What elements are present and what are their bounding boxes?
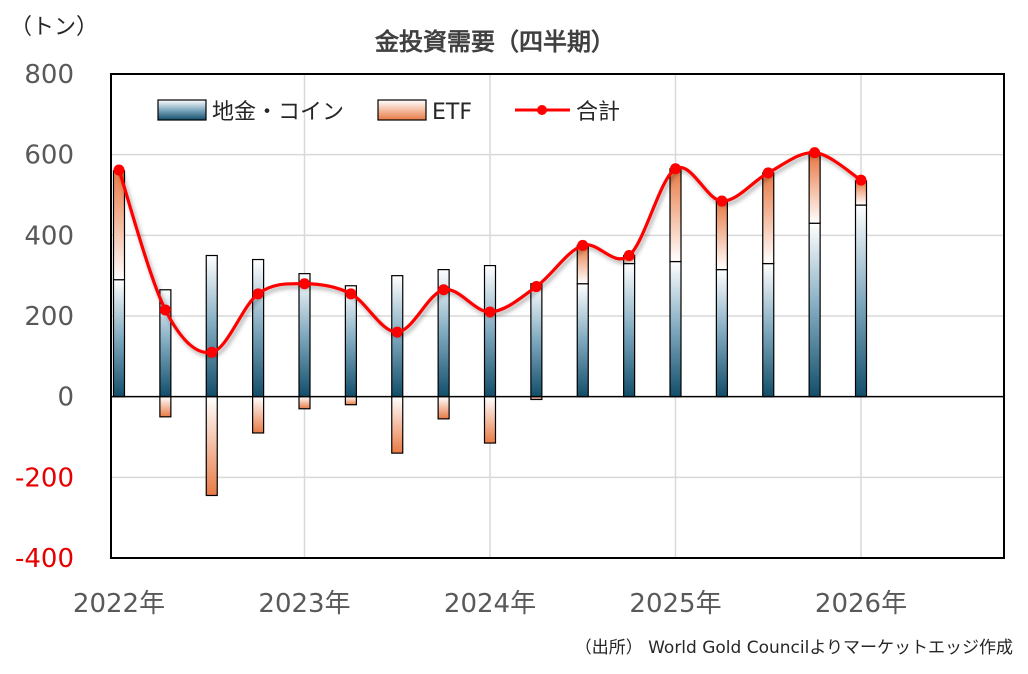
total-point-2025Q4 <box>809 147 821 159</box>
bar-etf-2025Q2 <box>715 200 728 271</box>
y-tick-label: 400 <box>24 221 74 251</box>
bar-stock-2023Q1 <box>298 273 311 398</box>
bar-stock-2026Q1 <box>854 204 868 398</box>
bar-stock-2025Q1 <box>669 260 682 398</box>
legend-label-etf: ETF <box>432 100 472 125</box>
bar-stock-2025Q4 <box>808 222 821 398</box>
legend-label-stock: 地金・コイン <box>212 100 344 125</box>
x-tick-label: 2024年 <box>444 589 536 619</box>
legend: 地金・コイン ETF 合計 <box>157 99 620 125</box>
y-tick-label: -200 <box>15 463 74 493</box>
y-tick-label: 200 <box>24 302 74 332</box>
bar-etf-2023Q2 <box>344 396 357 406</box>
y-tick-label: 800 <box>24 60 74 90</box>
total-point-2026Q1 <box>855 174 867 186</box>
x-axis-ticks: 2022年 2023年 2024年 2025年 2026年 <box>73 589 907 619</box>
x-tick-label: 2026年 <box>815 589 907 619</box>
total-point-2025Q2 <box>716 195 728 207</box>
total-point-2023Q4 <box>438 284 450 296</box>
bar-stock-2023Q2 <box>344 285 357 398</box>
bar-etf-2023Q4 <box>437 396 450 420</box>
total-point-2025Q1 <box>670 163 681 175</box>
bar-etf-2022Q3 <box>205 396 218 497</box>
total-point-2023Q2 <box>345 288 357 300</box>
bar-etf-2023Q3 <box>391 396 404 454</box>
bar-stock-2024Q2 <box>530 283 543 398</box>
total-line <box>113 147 867 358</box>
bar-etf-2024Q3 <box>576 244 589 285</box>
bar-stock-2024Q3 <box>576 283 589 398</box>
total-point-2023Q3 <box>391 326 403 338</box>
y-axis-ticks: 800 600 400 200 0 -200 -400 <box>15 60 74 574</box>
y-tick-label: 0 <box>57 383 74 413</box>
total-point-2023Q1 <box>299 278 310 290</box>
bar-stock-2025Q3 <box>762 262 775 398</box>
legend-marker-total <box>537 105 547 115</box>
y-tick-label: 600 <box>24 141 74 171</box>
chart-title: 金投資需要（四半期） <box>374 28 615 56</box>
bar-etf-2025Q3 <box>762 172 775 265</box>
y-tick-label: -400 <box>15 544 74 574</box>
bar-stock-2022Q3 <box>205 254 218 398</box>
x-tick-label: 2023年 <box>258 589 350 619</box>
unit-label: （トン） <box>10 15 98 40</box>
bar-stock-2022Q4 <box>252 258 265 398</box>
total-point-2025Q3 <box>762 167 774 179</box>
plot-border <box>110 73 1005 559</box>
total-point-2022Q2 <box>159 304 171 316</box>
total-point-2024Q3 <box>577 239 589 251</box>
bar-stock-2025Q2 <box>715 269 728 398</box>
total-point-2024Q4 <box>623 250 635 261</box>
total-point-2022Q1 <box>113 164 125 176</box>
x-tick-label: 2025年 <box>629 589 721 619</box>
source-note: （出所） World Gold Councilよりマーケットエッジ作成 <box>575 638 1013 658</box>
x-tick-label: 2022年 <box>73 589 165 619</box>
total-point-2024Q1 <box>484 306 496 318</box>
total-point-2022Q3 <box>206 346 218 358</box>
bar-stock-2022Q1 <box>112 279 126 398</box>
bar-stock-2024Q1 <box>483 264 497 398</box>
legend-swatch-etf <box>377 99 427 121</box>
total-point-2022Q4 <box>252 288 264 300</box>
bar-etf-2022Q2 <box>159 396 172 418</box>
bar-etf-2024Q1 <box>483 396 497 444</box>
gridlines <box>111 73 1004 559</box>
total-point-2024Q2 <box>530 281 542 293</box>
bar-etf-2023Q1 <box>298 396 311 410</box>
legend-label-total: 合計 <box>576 100 620 125</box>
bar-stock-2024Q4 <box>623 262 636 398</box>
bar-etf-2025Q1 <box>669 168 682 263</box>
bar-etf-2022Q4 <box>252 396 265 434</box>
bar-etf-2025Q4 <box>808 154 821 224</box>
legend-swatch-stock <box>157 99 207 121</box>
